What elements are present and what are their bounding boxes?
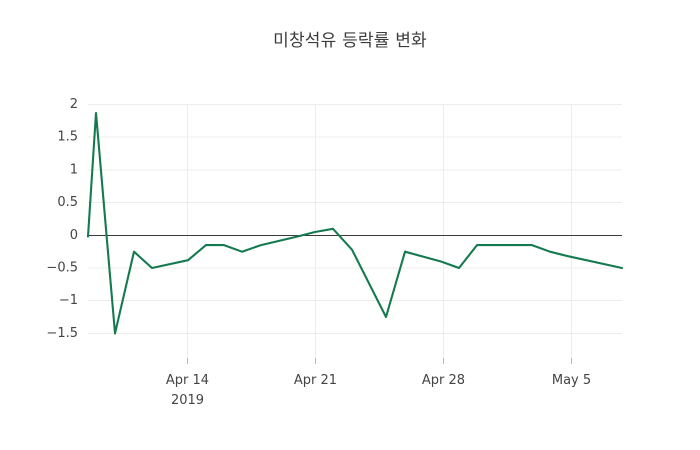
x-tick-label: Apr 21 — [294, 373, 337, 388]
plot-background — [88, 104, 622, 358]
x-axis-labels: Apr 14 2019 Apr 21 Apr 28 May 5 — [166, 373, 591, 408]
y-tick-label: 2 — [70, 97, 78, 112]
y-tick-label: 0.5 — [57, 195, 78, 210]
y-tick-label: 1 — [70, 162, 78, 177]
x-tick-sublabel: 2019 — [171, 393, 204, 408]
y-tick-label: −1 — [59, 293, 78, 308]
x-tick-label: May 5 — [552, 373, 591, 388]
y-tick-label: −0.5 — [46, 261, 78, 276]
horizontal-gridlines — [88, 104, 622, 334]
y-tick-label: 0 — [70, 228, 78, 243]
y-tick-label: −1.5 — [46, 326, 78, 341]
x-axis-tickmarks — [187, 358, 572, 364]
y-axis-labels: 2 1.5 1 0.5 0 −0.5 −1 −1.5 — [46, 97, 78, 341]
data-series-line — [86, 111, 624, 335]
x-tick-label: Apr 14 — [166, 373, 209, 388]
chart-title: 미창석유 등락률 변화 — [273, 31, 427, 51]
x-tick-label: Apr 28 — [422, 373, 465, 388]
y-tick-label: 1.5 — [57, 130, 78, 145]
